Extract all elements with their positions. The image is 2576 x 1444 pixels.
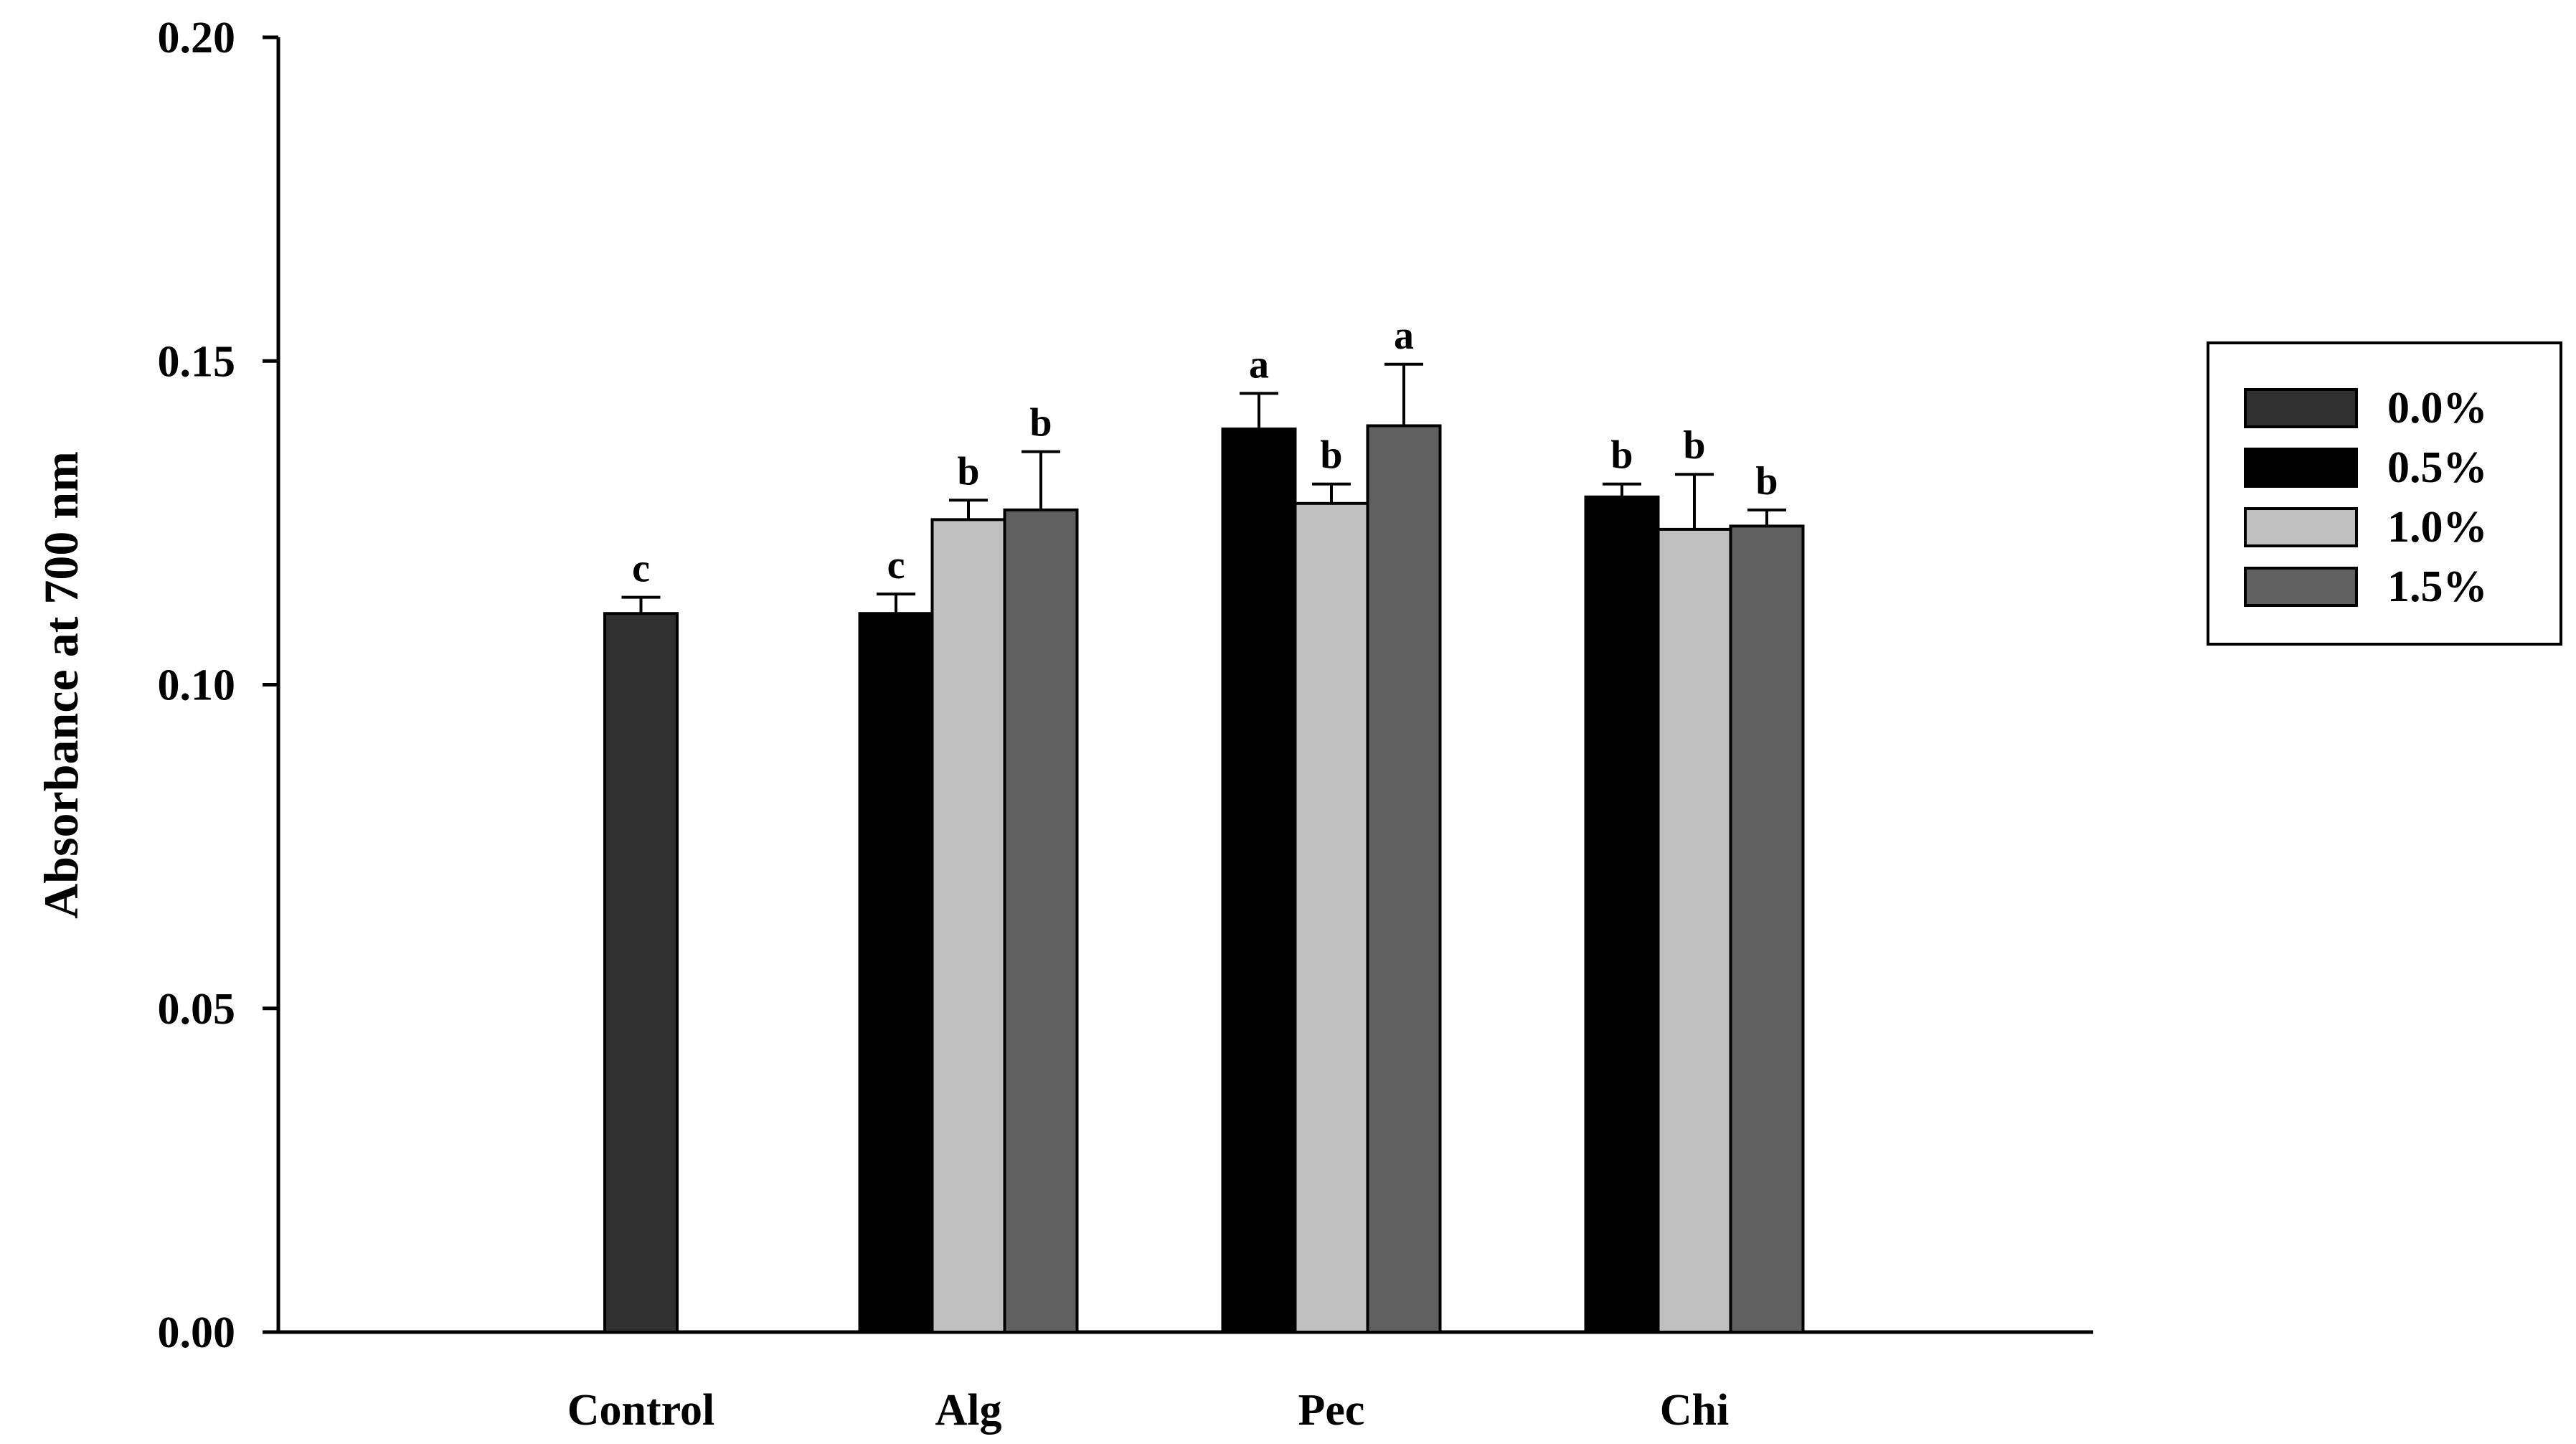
significance-letter: c bbox=[887, 543, 905, 587]
significance-letter: a bbox=[1394, 313, 1414, 358]
bar bbox=[1366, 424, 1442, 1334]
category-label: Control bbox=[567, 1386, 715, 1435]
bar bbox=[858, 612, 934, 1334]
legend-label: 0.0% bbox=[2387, 384, 2488, 433]
y-tick-label: 0.00 bbox=[158, 1308, 236, 1357]
y-ticks: 0.00 0.05 0.10 0.15 0.20 bbox=[158, 14, 278, 1357]
significance-letter: c bbox=[632, 547, 650, 591]
category-label: Alg bbox=[935, 1386, 1002, 1435]
y-tick-label: 0.10 bbox=[158, 661, 236, 710]
axes bbox=[276, 37, 2093, 1334]
bar bbox=[1729, 524, 1805, 1334]
category-label: Pec bbox=[1298, 1386, 1365, 1435]
bar bbox=[1293, 501, 1369, 1334]
category-labels: Control Alg Pec Chi bbox=[567, 1386, 1730, 1435]
bar bbox=[930, 518, 1006, 1334]
y-tick-label: 0.05 bbox=[158, 985, 236, 1034]
legend-label: 1.0% bbox=[2387, 503, 2488, 552]
legend-label: 0.5% bbox=[2387, 443, 2488, 492]
significance-letter: b bbox=[1683, 423, 1705, 468]
significance-letter: a bbox=[1249, 342, 1269, 387]
bars bbox=[603, 424, 1805, 1334]
error-bars bbox=[621, 362, 1786, 614]
bar bbox=[1584, 495, 1660, 1334]
bar bbox=[603, 612, 679, 1334]
y-tick-label: 0.20 bbox=[158, 14, 236, 62]
legend-swatch bbox=[2244, 567, 2358, 607]
legend-label: 1.5% bbox=[2387, 562, 2488, 611]
legend: 0.0% 0.5% 1.0% 1.5% bbox=[2207, 341, 2562, 646]
bar bbox=[1656, 527, 1732, 1334]
category-label: Chi bbox=[1660, 1386, 1729, 1435]
significance-letter: b bbox=[1610, 433, 1633, 478]
significance-letter: b bbox=[1755, 459, 1778, 504]
legend-swatch bbox=[2244, 448, 2358, 488]
legend-swatch bbox=[2244, 507, 2358, 547]
bar bbox=[1221, 428, 1297, 1334]
legend-swatch bbox=[2244, 388, 2358, 428]
bar bbox=[1003, 508, 1079, 1334]
significance-letter: b bbox=[1320, 433, 1342, 478]
y-tick-label: 0.15 bbox=[158, 337, 236, 386]
y-axis-label: Absorbance at 700 nm bbox=[34, 451, 88, 919]
significance-letters: c c b b a b a b b b bbox=[632, 313, 1778, 591]
significance-letter: b bbox=[1029, 401, 1052, 445]
significance-letter: b bbox=[957, 449, 979, 494]
